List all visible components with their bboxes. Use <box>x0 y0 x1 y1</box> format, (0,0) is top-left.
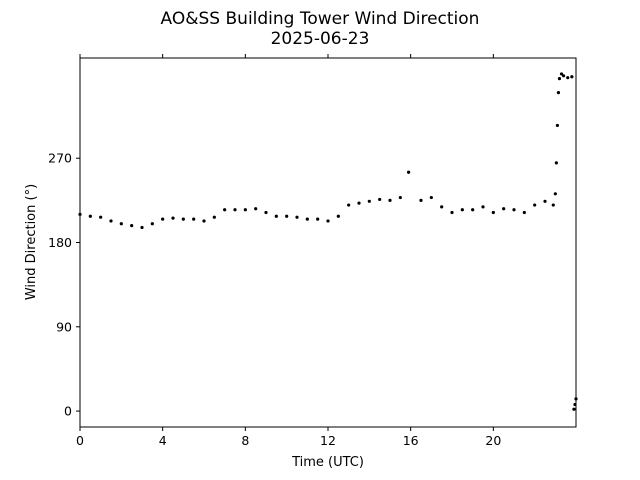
data-point <box>398 195 402 200</box>
data-point <box>243 208 247 212</box>
chart-title: AO&SS Building Tower Wind Direction <box>161 9 480 29</box>
x-tick-label: 0 <box>76 433 84 448</box>
data-point <box>481 205 485 209</box>
y-tick-label: 180 <box>48 235 72 250</box>
data-point <box>554 161 558 165</box>
data-point <box>347 203 351 207</box>
data-point <box>109 219 113 223</box>
data-point <box>471 208 475 212</box>
data-point <box>192 217 196 221</box>
data-point <box>161 217 165 221</box>
data-point <box>407 170 411 174</box>
data-point <box>264 210 268 215</box>
data-point <box>419 198 423 202</box>
data-point <box>274 214 278 218</box>
x-tick-label: 16 <box>403 433 419 448</box>
data-point <box>429 195 433 200</box>
data-point <box>460 208 464 212</box>
data-point <box>570 75 574 79</box>
data-point <box>99 215 103 219</box>
data-point <box>572 407 576 411</box>
data-point <box>512 208 516 212</box>
data-point <box>295 215 299 219</box>
data-point <box>491 210 495 215</box>
data-point <box>88 214 92 218</box>
data-point <box>181 217 185 221</box>
x-axis: 0 4 8 12 16 20 <box>76 54 501 448</box>
scatter-points <box>78 72 578 411</box>
data-point <box>285 214 289 218</box>
data-point <box>562 74 566 78</box>
data-point <box>336 214 340 218</box>
data-point <box>533 203 537 207</box>
data-point <box>566 76 570 80</box>
data-point <box>233 208 237 212</box>
x-axis-label: Time (UTC) <box>291 455 364 470</box>
data-point <box>553 192 557 196</box>
y-axis: 0 90 180 270 <box>48 151 80 419</box>
data-point <box>119 222 123 226</box>
chart-subtitle: 2025-06-23 <box>271 29 370 49</box>
data-point <box>388 198 392 202</box>
data-point <box>223 208 227 212</box>
data-point <box>559 72 564 76</box>
x-tick-label: 12 <box>320 433 336 448</box>
data-point <box>543 199 547 203</box>
data-point <box>367 199 371 203</box>
y-tick-label: 90 <box>56 319 72 334</box>
data-point <box>522 210 526 215</box>
data-point <box>440 205 444 209</box>
data-point <box>357 201 361 205</box>
data-point <box>555 123 560 128</box>
x-tick-label: 20 <box>485 433 501 448</box>
data-point <box>378 197 382 202</box>
x-tick-label: 4 <box>159 433 167 448</box>
data-point <box>305 217 309 221</box>
data-point <box>326 219 330 223</box>
data-point <box>130 224 134 228</box>
data-point <box>212 215 216 219</box>
data-point <box>254 207 258 211</box>
data-point <box>140 225 144 230</box>
data-point <box>316 217 320 221</box>
data-point <box>557 77 562 81</box>
data-point <box>556 91 561 95</box>
data-point <box>551 203 555 207</box>
data-point <box>150 222 154 226</box>
plot-frame <box>79 57 577 428</box>
data-point <box>171 216 175 220</box>
y-axis-label: Wind Direction (°) <box>24 184 39 300</box>
x-tick-label: 8 <box>241 433 249 448</box>
y-tick-label: 270 <box>48 151 72 166</box>
data-point <box>202 219 206 223</box>
data-point <box>450 210 454 215</box>
y-tick-label: 0 <box>64 404 72 419</box>
data-point <box>502 207 506 211</box>
